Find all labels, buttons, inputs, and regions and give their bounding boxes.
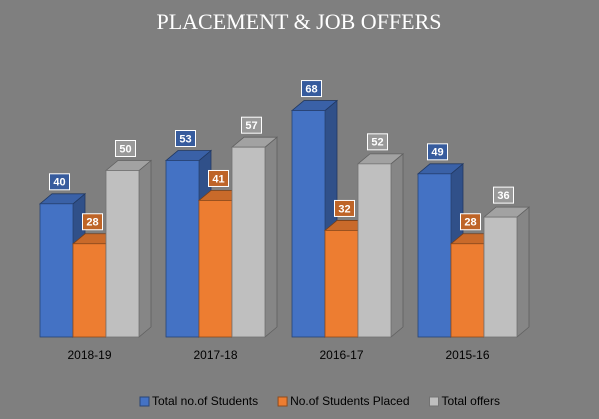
x-tick-label: 2017-18 xyxy=(193,348,237,362)
value-label-box xyxy=(334,199,355,217)
bar xyxy=(483,216,518,338)
legend-swatch xyxy=(277,396,288,407)
value-label: 68 xyxy=(305,83,317,95)
value-label-box xyxy=(367,133,388,151)
value-label-box xyxy=(241,116,262,134)
value-label: 28 xyxy=(464,217,476,229)
bar xyxy=(324,230,359,338)
bar-side xyxy=(138,159,152,338)
value-label-box xyxy=(301,80,322,98)
value-label: 49 xyxy=(431,147,443,159)
value-label-box xyxy=(208,169,229,187)
bar xyxy=(165,160,200,338)
value-label: 32 xyxy=(338,203,350,215)
value-label: 28 xyxy=(86,217,98,229)
value-label-box xyxy=(460,213,481,231)
chart-title: PLACEMENT & JOB OFFERS xyxy=(156,9,441,34)
value-label-box xyxy=(82,213,103,231)
value-label-box xyxy=(115,140,136,157)
x-tick-label: 2016-17 xyxy=(319,348,363,362)
value-label: 52 xyxy=(371,137,383,149)
bar-side xyxy=(264,136,278,338)
value-label-box xyxy=(427,143,448,161)
bar xyxy=(72,243,107,338)
bar xyxy=(105,170,140,338)
legend-label: Total no.of Students xyxy=(152,394,258,408)
bar xyxy=(417,173,452,338)
legend-label: No.of Students Placed xyxy=(290,394,409,408)
bar xyxy=(357,163,392,338)
value-label: 36 xyxy=(497,190,509,202)
x-tick-label: 2015-16 xyxy=(445,348,489,362)
value-label-box xyxy=(49,173,70,191)
value-label: 41 xyxy=(212,173,224,185)
value-label-box xyxy=(493,186,514,204)
bar xyxy=(231,146,266,338)
legend-swatch xyxy=(429,396,439,407)
value-label: 53 xyxy=(179,133,191,145)
value-label: 50 xyxy=(119,143,131,155)
bar-side xyxy=(390,152,404,338)
legend-swatch xyxy=(139,396,150,407)
bar xyxy=(450,243,485,338)
bar-side xyxy=(516,206,530,338)
value-label: 57 xyxy=(245,120,257,132)
value-label: 40 xyxy=(53,177,65,189)
bar xyxy=(39,203,74,338)
value-label-box xyxy=(175,130,196,148)
legend-label: Total offers xyxy=(442,394,500,408)
bar xyxy=(291,110,326,338)
bar xyxy=(198,200,233,338)
x-tick-label: 2018-19 xyxy=(67,348,111,362)
